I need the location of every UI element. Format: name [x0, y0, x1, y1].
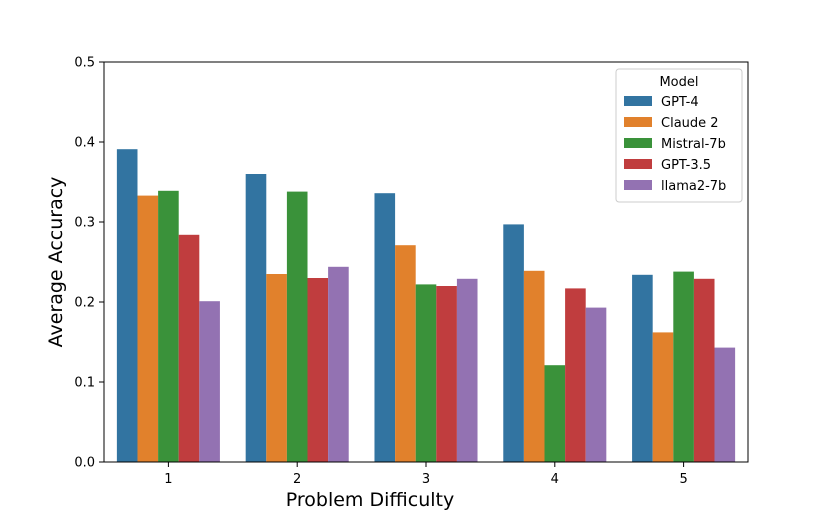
legend-title: Model — [659, 75, 698, 90]
bar-gpt-4-5 — [632, 274, 653, 462]
x-tick-label: 5 — [679, 472, 687, 487]
x-tick-label: 2 — [293, 472, 301, 487]
legend-label: GPT-4 — [661, 95, 699, 110]
bar-gpt-3-5-5 — [693, 278, 715, 462]
legend-label: Mistral-7b — [661, 137, 726, 152]
bar-mistral-7b-1 — [158, 190, 179, 463]
bar-claude-2-4 — [523, 270, 545, 462]
bar-gpt-4-4 — [503, 224, 524, 462]
bar-gpt-3-5-3 — [436, 286, 457, 462]
y-tick-label: 0.3 — [74, 216, 95, 231]
y-axis-label: Average Accuracy — [45, 177, 67, 348]
bar-llama2-7b-2 — [328, 266, 349, 462]
bar-gpt-4-3 — [374, 193, 396, 462]
y-tick-label: 0.4 — [74, 136, 95, 151]
x-tick-label: 4 — [551, 472, 559, 487]
bar-claude-2-3 — [395, 245, 416, 462]
y-tick-label: 0.1 — [74, 376, 95, 391]
y-axis: 0.0 0.1 0.2 0.3 0.4 0.5 — [74, 56, 104, 471]
bar-llama2-7b-4 — [585, 307, 607, 462]
legend-swatch — [624, 138, 652, 148]
y-tick-label: 0.5 — [74, 56, 95, 71]
legend-items: GPT-4 Claude 2 Mistral-7b GPT-3.5 llama2-7b — [624, 95, 726, 194]
x-tick-label: 3 — [422, 472, 430, 487]
bar-claude-2-5 — [652, 332, 674, 462]
legend-swatch — [624, 159, 652, 169]
legend-label: GPT-3.5 — [661, 158, 711, 173]
bar-claude-2-1 — [137, 195, 159, 462]
x-axis: 1 2 3 4 5 — [164, 462, 688, 487]
bar-mistral-7b-5 — [673, 271, 694, 462]
x-tick-label: 1 — [164, 472, 172, 487]
y-tick-label: 0.2 — [74, 296, 95, 311]
bar-claude-2-2 — [266, 274, 287, 462]
bar-gpt-3-5-4 — [565, 288, 586, 462]
bar-mistral-7b-3 — [415, 284, 437, 462]
legend-label: Claude 2 — [661, 116, 719, 131]
legend-swatch — [624, 180, 652, 190]
legend: Model GPT-4 Claude 2 Mistral-7b GPT-3.5 llam… — [615, 68, 743, 203]
bars-layer — [116, 149, 736, 463]
legend-swatch — [624, 117, 652, 127]
bar-llama2-7b-5 — [714, 347, 736, 462]
bar-llama2-7b-1 — [199, 301, 220, 462]
y-tick-label: 0.0 — [74, 456, 95, 471]
bar-mistral-7b-2 — [286, 191, 308, 462]
bar-gpt-4-1 — [116, 149, 138, 462]
bar-mistral-7b-4 — [544, 365, 566, 462]
bar-gpt-4-2 — [245, 174, 267, 462]
bar-gpt-3-5-1 — [178, 234, 200, 462]
bar-gpt-3-5-2 — [307, 278, 329, 462]
legend-label: llama2-7b — [661, 179, 726, 194]
legend-swatch — [624, 96, 652, 106]
bar-llama2-7b-3 — [456, 278, 478, 462]
x-axis-label: Problem Difficulty — [286, 489, 454, 511]
